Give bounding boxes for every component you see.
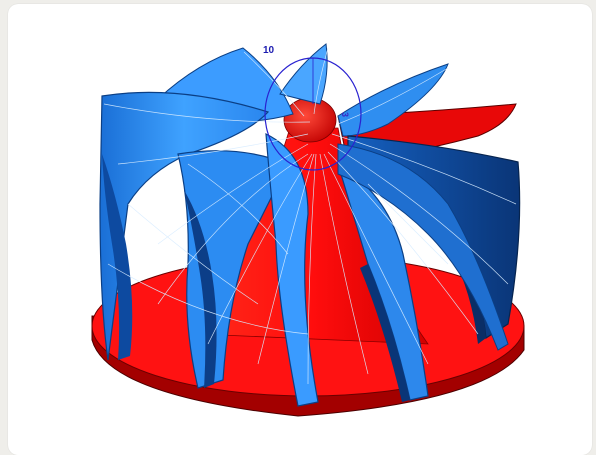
- image-card: 10 3: [8, 4, 592, 455]
- blade-left-edge: [102, 154, 133, 360]
- dimension-label-rotated: 3: [340, 112, 350, 118]
- blade-front-left-edge: [184, 190, 217, 388]
- blade-top-right: [337, 63, 449, 137]
- blade-top-center: [279, 43, 328, 105]
- hub-nose: [283, 97, 337, 143]
- impeller-drawing: [91, 43, 525, 417]
- dimension-label[interactable]: 10: [263, 45, 275, 56]
- blade-front-right-edge: [360, 264, 410, 402]
- blade-mid-right: [337, 143, 509, 351]
- impeller-viewport[interactable]: 10 3: [8, 4, 592, 455]
- wireframe-curves: [103, 47, 517, 385]
- blade-front-right: [336, 162, 429, 401]
